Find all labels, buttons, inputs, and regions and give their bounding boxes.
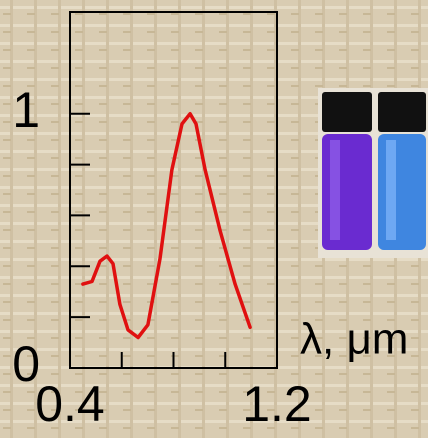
x-axis-label: λ, μm (300, 315, 408, 364)
page: λ, μm 010.41.2 (() => { const data = JSO… (0, 0, 428, 438)
x-tick-label: 0.4 (35, 376, 105, 432)
y-tick-label: 1 (12, 82, 40, 138)
chart: λ, μm 010.41.2 (0, 0, 428, 438)
vials-photo (318, 88, 428, 258)
x-tick-label: 1.2 (242, 376, 312, 432)
